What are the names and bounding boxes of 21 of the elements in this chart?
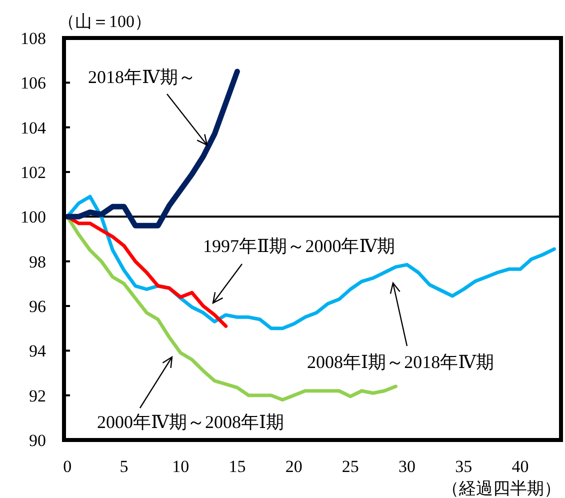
x-tick-label: 20 — [285, 457, 302, 476]
y-tick-label: 102 — [20, 163, 46, 182]
y-axis-title: （山＝100） — [58, 12, 152, 31]
x-tick-label: 35 — [455, 457, 472, 476]
y-tick-label: 90 — [29, 431, 46, 450]
y-tick-label: 98 — [29, 252, 46, 272]
x-tick-label: 30 — [398, 457, 416, 476]
x-tick-label: 5 — [120, 457, 128, 476]
y-tick-label: 92 — [29, 386, 46, 406]
x-tick-label: 0 — [63, 457, 72, 476]
x-tick-label: 40 — [512, 457, 529, 476]
y-tick-label: 106 — [20, 74, 46, 93]
x-tick-label: 10 — [172, 457, 190, 476]
x-tick-label: 25 — [342, 457, 359, 476]
x-axis-title: （経過四半期） — [442, 479, 561, 498]
y-tick-label: 100 — [20, 208, 46, 227]
y-tick-label: 108 — [20, 29, 46, 48]
x-tick-label: 15 — [228, 457, 246, 476]
y-tick-label: 94 — [29, 342, 46, 361]
y-tick-label: 96 — [29, 297, 46, 316]
y-tick-label: 104 — [20, 118, 46, 138]
